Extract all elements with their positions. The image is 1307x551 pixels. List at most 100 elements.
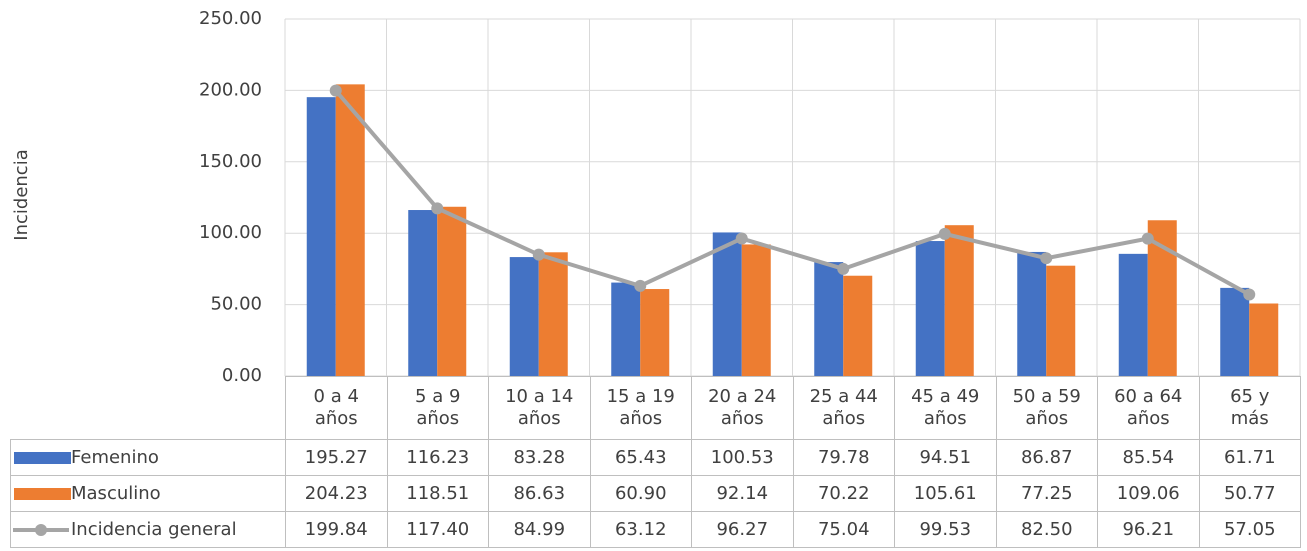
bar [408, 210, 438, 376]
x-tick-label: 10 a 14 años [505, 386, 574, 429]
value-cell: 75.04 [792, 511, 895, 548]
value-cell: 60.90 [589, 475, 692, 512]
x-tick-label: 50 a 59 años [1012, 386, 1081, 429]
value-cell: 83.28 [488, 439, 591, 476]
line-marker [1243, 288, 1256, 301]
value-cell: 199.84 [285, 511, 388, 548]
x-tick-label: 45 a 49 años [911, 386, 980, 429]
legend-label: Incidencia general [71, 519, 237, 540]
blank-cell [10, 376, 286, 440]
bar [712, 232, 742, 376]
value-cell: 50.77 [1198, 475, 1301, 512]
value-cell: 96.27 [691, 511, 794, 548]
bar [814, 262, 844, 376]
bar [1046, 265, 1076, 376]
bar [843, 275, 873, 376]
bar [944, 225, 974, 376]
value-cell: 116.23 [386, 439, 489, 476]
bar [1220, 287, 1250, 376]
y-tick-label: 50.00 [210, 294, 262, 315]
bar [640, 289, 670, 376]
value-cell: 195.27 [285, 439, 388, 476]
header-cell: 15 a 19 años [589, 376, 692, 440]
header-cell: 50 a 59 años [995, 376, 1098, 440]
y-axis-label: Incidencia [11, 149, 32, 240]
bar [1017, 251, 1047, 376]
value-cell: 96.21 [1097, 511, 1200, 548]
line-marker [329, 84, 342, 97]
x-tick-label: 25 a 44 años [809, 386, 878, 429]
value-cell: 109.06 [1097, 475, 1200, 512]
line-marker [431, 202, 444, 215]
bar [1147, 220, 1177, 376]
value-cell: 99.53 [894, 511, 997, 548]
line-marker [634, 279, 647, 292]
header-cell: 60 a 64 años [1097, 376, 1200, 440]
value-cell: 105.61 [894, 475, 997, 512]
data-table: 0 a 4 años 5 a 9 años 10 a 14 años 15 a 19 … [10, 376, 1301, 548]
bar [335, 84, 365, 376]
value-cell: 65.43 [589, 439, 692, 476]
header-cell: 5 a 9 años [386, 376, 489, 440]
x-tick-label: 60 a 64 años [1114, 386, 1183, 429]
bar [509, 257, 539, 376]
x-tick-label: 65 y más [1230, 386, 1270, 429]
header-cell: 0 a 4 años [285, 376, 388, 440]
value-cell: 117.40 [386, 511, 489, 548]
y-tick-label: 100.00 [199, 222, 262, 243]
value-cell: 85.54 [1097, 439, 1200, 476]
legend-rect [14, 452, 71, 464]
value-cell: 70.22 [792, 475, 895, 512]
line [334, 89, 1251, 297]
legend-label: Femenino [71, 447, 159, 468]
bar [1249, 303, 1279, 376]
y-tick-label: 250.00 [199, 8, 262, 29]
line-marker [837, 262, 850, 275]
legend-rect [14, 488, 71, 500]
line-marker [1040, 252, 1053, 265]
value-cell: 57.05 [1198, 511, 1301, 548]
bar [306, 97, 336, 376]
x-tick-label: 5 a 9 años [415, 386, 461, 429]
value-cell: 100.53 [691, 439, 794, 476]
legend-swatch [13, 524, 69, 536]
header-cell: 25 a 44 años [792, 376, 895, 440]
series-row: Masculino 204.23 118.51 86.63 60.90 92.14 70.2… [10, 475, 1301, 512]
line-marker [1141, 232, 1154, 245]
value-cell: 86.63 [488, 475, 591, 512]
series-row: Femenino 195.27 116.23 83.28 65.43 100.53 79.7… [10, 439, 1301, 476]
bar [915, 241, 945, 376]
header-row: 0 a 4 años 5 a 9 años 10 a 14 años 15 a 19 … [10, 376, 1301, 440]
header-cell: 45 a 49 años [894, 376, 997, 440]
header-cell: 65 y más [1198, 376, 1301, 440]
x-tick-label: 0 a 4 años [313, 386, 359, 429]
bar [1118, 253, 1148, 376]
x-tick-label: 20 a 24 años [708, 386, 777, 429]
value-cell: 84.99 [488, 511, 591, 548]
value-cell: 92.14 [691, 475, 794, 512]
bar [437, 206, 467, 376]
x-tick-label: 15 a 19 años [606, 386, 675, 429]
bar [741, 244, 771, 376]
legend-cell: Femenino [10, 439, 286, 476]
line-marker [938, 227, 951, 240]
header-cell: 20 a 24 años [691, 376, 794, 440]
legend-cell: Incidencia general [10, 511, 286, 548]
value-cell: 77.25 [995, 475, 1098, 512]
value-cell: 204.23 [285, 475, 388, 512]
value-cell: 82.50 [995, 511, 1098, 548]
legend-label: Masculino [71, 483, 161, 504]
value-cell: 63.12 [589, 511, 692, 548]
value-cell: 79.78 [792, 439, 895, 476]
y-tick-label: 150.00 [199, 151, 262, 172]
y-tick-label: 200.00 [199, 79, 262, 100]
legend-marker [35, 524, 47, 536]
value-cell: 118.51 [386, 475, 489, 512]
legend-swatch [14, 452, 71, 464]
line-marker [735, 232, 748, 245]
header-cell: 10 a 14 años [488, 376, 591, 440]
series-row: Incidencia general 199.84 117.40 84.99 63.12… [10, 511, 1301, 548]
value-cell: 94.51 [894, 439, 997, 476]
